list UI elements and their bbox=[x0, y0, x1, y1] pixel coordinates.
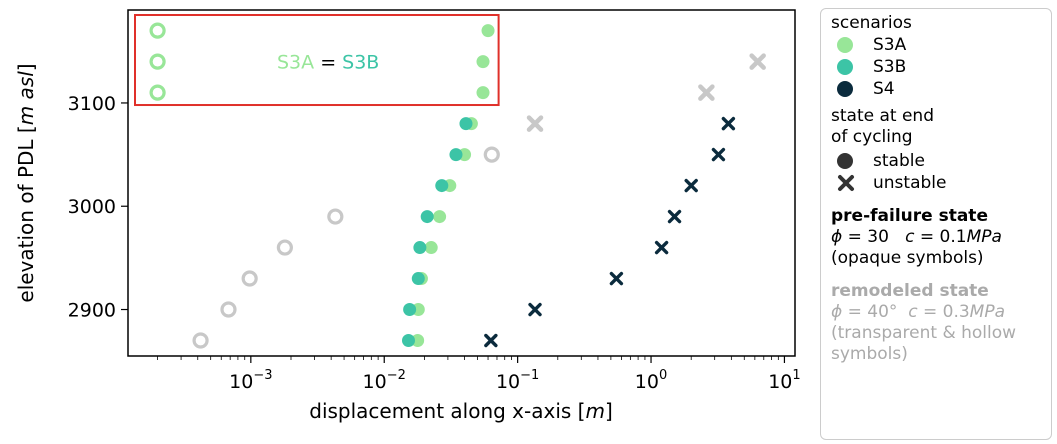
legend-label-stable: stable bbox=[873, 150, 925, 171]
legend-item-unstable: unstable bbox=[831, 172, 1041, 194]
legend-remodeled-note: (transparent & hollow symbols) bbox=[831, 323, 1017, 364]
legend-item-s4: S4 bbox=[831, 78, 1041, 100]
legend-label-s3b: S3B bbox=[873, 56, 907, 77]
legend-swatch-s3b bbox=[837, 59, 853, 75]
point-s3a-pre-failure bbox=[481, 24, 495, 38]
point-s4-pre-failure bbox=[609, 271, 624, 286]
legend-label-s4: S4 bbox=[873, 78, 895, 99]
point-s4-remodeled bbox=[749, 53, 766, 70]
point-s3a-remodeled bbox=[149, 53, 166, 70]
point-s4-pre-failure bbox=[711, 147, 726, 162]
legend-item-s3a: S3A bbox=[831, 34, 1041, 56]
y-tick-label: 3000 bbox=[68, 196, 116, 218]
legend: scenarios S3A S3B S4 state at end of cycl… bbox=[820, 8, 1052, 440]
legend-item-s3b: S3B bbox=[831, 56, 1041, 78]
x-axis-label: displacement along x-axis [m] bbox=[309, 399, 613, 423]
point-s3a-pre-failure bbox=[476, 55, 490, 69]
point-s4-pre-failure bbox=[654, 240, 669, 255]
point-s4-remodeled bbox=[698, 84, 715, 101]
point-s3a-remodeled bbox=[149, 84, 166, 101]
point-s3a-remodeled bbox=[220, 301, 237, 318]
point-s3a-pre-failure bbox=[424, 241, 438, 255]
plot-frame bbox=[127, 9, 796, 357]
point-s3b-pre-failure bbox=[401, 334, 415, 348]
point-s4-remodeled bbox=[526, 115, 544, 132]
y-tick-label: 3100 bbox=[68, 93, 116, 115]
y-tick-label: 2900 bbox=[68, 300, 116, 322]
point-s3b-pre-failure bbox=[435, 179, 449, 193]
equality-annotation: S3A = S3B bbox=[277, 52, 379, 74]
legend-prefailure-title: pre-failure state bbox=[831, 206, 988, 226]
point-s3a-remodeled bbox=[483, 146, 500, 163]
point-s3a-remodeled bbox=[149, 22, 166, 39]
equality-left: S3A bbox=[277, 52, 314, 74]
point-s3a-remodeled bbox=[192, 332, 209, 349]
point-s3b-pre-failure bbox=[411, 272, 425, 286]
legend-prefailure-params: ϕ = 30 c = 0.1MPa bbox=[831, 227, 1002, 247]
legend-swatch-s4 bbox=[837, 81, 853, 97]
point-s3b-pre-failure bbox=[403, 303, 417, 317]
point-s3a-remodeled bbox=[327, 208, 344, 225]
point-s4-pre-failure bbox=[667, 209, 682, 224]
legend-label-unstable: unstable bbox=[873, 172, 947, 193]
legend-scenarios-title: scenarios bbox=[831, 13, 912, 33]
legend-remodeled-title: remodeled state bbox=[831, 281, 989, 301]
point-s3b-pre-failure bbox=[413, 241, 427, 255]
point-s4-pre-failure bbox=[528, 302, 542, 317]
point-s3a-remodeled bbox=[241, 270, 258, 287]
point-s3b-pre-failure bbox=[449, 148, 463, 162]
point-s3a-pre-failure bbox=[411, 334, 425, 348]
scatter-plot: S3A = S3B 10−3 10−2 10−1 100 101 2900 3000 310… bbox=[14, 9, 801, 423]
x-tick-label: 100 bbox=[635, 368, 667, 393]
legend-prefailure-note: (opaque symbols) bbox=[831, 248, 984, 268]
point-s4-pre-failure bbox=[684, 178, 698, 193]
equality-sign: = bbox=[314, 52, 342, 74]
point-s4-pre-failure bbox=[484, 333, 498, 348]
y-axis-label: elevation of PDL [m asl] bbox=[14, 63, 38, 302]
legend-item-stable: stable bbox=[831, 150, 1041, 172]
legend-remodeled-params: ϕ = 40° c = 0.3MPa bbox=[831, 302, 1006, 322]
point-s3a-pre-failure bbox=[476, 86, 490, 100]
x-tick-label: 101 bbox=[768, 368, 800, 393]
x-axis-ticks: 10−3 10−2 10−1 100 101 bbox=[157, 356, 801, 393]
point-s3a-pre-failure bbox=[433, 210, 447, 224]
legend-cross-icon bbox=[838, 175, 854, 191]
point-s4-pre-failure bbox=[721, 116, 736, 131]
point-s3b-pre-failure bbox=[459, 117, 473, 131]
x-tick-label: 10−2 bbox=[363, 368, 406, 393]
point-s3b-pre-failure bbox=[420, 210, 434, 224]
highlight-box bbox=[134, 14, 500, 107]
legend-circle-icon bbox=[837, 153, 853, 169]
y-axis-ticks: 2900 3000 3100 bbox=[68, 93, 128, 322]
legend-state-title: state at end of cycling bbox=[831, 106, 934, 147]
x-tick-label: 10−1 bbox=[496, 368, 539, 393]
data-layer bbox=[149, 22, 766, 349]
equality-right: S3B bbox=[342, 52, 379, 74]
x-tick-label: 10−3 bbox=[229, 368, 272, 393]
point-s3a-remodeled bbox=[276, 239, 293, 256]
legend-swatch-s3a bbox=[837, 37, 853, 53]
legend-label-s3a: S3A bbox=[873, 34, 907, 55]
